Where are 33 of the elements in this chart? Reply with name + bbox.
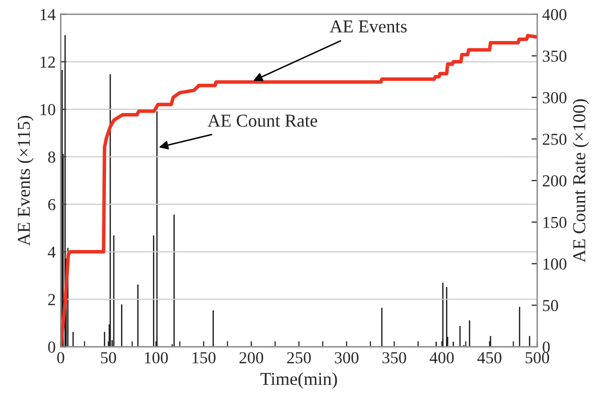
x-tick-label: 450 xyxy=(477,352,502,364)
y2-tick-label: 400 xyxy=(542,8,566,20)
y-tick-label: 2 xyxy=(48,294,55,306)
x-axis-title: Time(min) xyxy=(260,372,337,389)
y-tick-label: 6 xyxy=(48,199,56,210)
x-tick-label: 400 xyxy=(430,352,454,364)
x-tick-label: 500 xyxy=(526,352,550,364)
annotation: AE Events xyxy=(330,20,407,33)
x-tick-label: 300 xyxy=(334,352,358,364)
y2-tick-label: 250 xyxy=(542,134,566,145)
y-tick-label: 4 xyxy=(48,246,56,258)
x-tick-label: 350 xyxy=(382,352,406,364)
x-tick-label: 0 xyxy=(57,352,64,364)
x-tick-label: 150 xyxy=(192,352,216,364)
y-axis-title: AE Events (×115) xyxy=(17,116,34,246)
y-tick-label: 12 xyxy=(40,56,55,68)
y-tick-label: 14 xyxy=(40,9,56,20)
y2-tick-label: 300 xyxy=(542,92,566,104)
y2-tick-label: 100 xyxy=(544,258,566,270)
y-tick-label: 0 xyxy=(48,342,56,353)
x-tick-label: 100 xyxy=(144,352,168,364)
x-tick-label: 200 xyxy=(240,352,264,364)
y-tick-label: 8 xyxy=(48,151,56,163)
y-tick-label: 10 xyxy=(40,104,56,116)
annotation: AE Count Rate xyxy=(208,114,318,127)
y2-tick-label: 0 xyxy=(542,342,550,353)
x-tick-label: 50 xyxy=(100,352,116,364)
y2-tick-label: 50 xyxy=(543,300,558,312)
y2-axis-title: AE Count Rate (×100) xyxy=(572,99,589,262)
y2-tick-label: 200 xyxy=(542,175,566,186)
y2-tick-label: 150 xyxy=(544,216,566,228)
y2-tick-label: 350 xyxy=(542,50,566,62)
x-tick-label: 250 xyxy=(287,352,311,364)
